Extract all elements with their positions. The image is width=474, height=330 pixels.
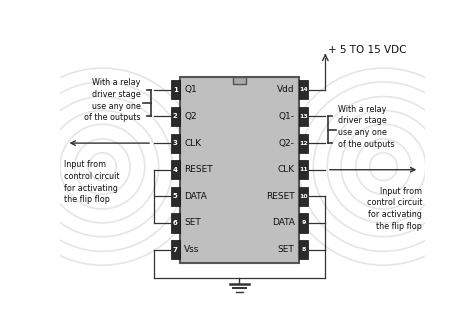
Text: 6: 6 (173, 220, 178, 226)
Text: 1: 1 (173, 87, 178, 93)
Text: CLK: CLK (277, 165, 294, 174)
Text: + 5 TO 15 VDC: + 5 TO 15 VDC (328, 46, 407, 55)
Text: 11: 11 (300, 167, 308, 172)
Text: Q1-: Q1- (279, 112, 294, 121)
Bar (299, 160, 309, 179)
Text: 5: 5 (173, 193, 178, 199)
Text: Q2: Q2 (184, 112, 197, 121)
Text: CLK: CLK (184, 139, 201, 148)
Text: 2: 2 (173, 114, 178, 119)
Text: RESET: RESET (184, 165, 213, 174)
Text: Vss: Vss (184, 245, 200, 254)
Text: Vdd: Vdd (277, 85, 294, 94)
Text: Input from
control circuit
for activating
the flip flop: Input from control circuit for activatin… (64, 160, 119, 205)
Text: 7: 7 (173, 247, 178, 252)
Text: RESET: RESET (266, 192, 294, 201)
Text: With a relay
driver stage
use any one
of the outputs: With a relay driver stage use any one of… (84, 78, 140, 122)
Text: SET: SET (278, 245, 294, 254)
Bar (171, 187, 180, 206)
Bar (299, 187, 309, 206)
Text: Input from
control circuit
for activating
the flip flop: Input from control circuit for activatin… (367, 187, 422, 231)
Text: 9: 9 (301, 220, 306, 225)
Bar (171, 214, 180, 233)
Text: DATA: DATA (184, 192, 207, 201)
Text: 12: 12 (300, 141, 308, 146)
Bar (171, 160, 180, 179)
Text: DATA: DATA (272, 218, 294, 227)
Bar (299, 80, 309, 99)
Bar (180, 77, 299, 263)
Bar (299, 240, 309, 259)
Bar (299, 107, 309, 126)
Bar (171, 134, 180, 153)
Text: 8: 8 (301, 247, 306, 252)
Text: 10: 10 (300, 194, 308, 199)
Bar (233, 77, 246, 84)
Text: 13: 13 (300, 114, 308, 119)
Text: SET: SET (184, 218, 201, 227)
Text: With a relay
driver stage
use any one
of the outputs: With a relay driver stage use any one of… (338, 105, 395, 149)
Bar (299, 134, 309, 153)
Bar (171, 240, 180, 259)
Text: 14: 14 (300, 87, 308, 92)
Bar (171, 80, 180, 99)
Text: Q2-: Q2- (279, 139, 294, 148)
Bar (171, 107, 180, 126)
Bar (299, 214, 309, 233)
Text: Q1: Q1 (184, 85, 197, 94)
Text: 4: 4 (173, 167, 178, 173)
Text: 3: 3 (173, 140, 178, 146)
